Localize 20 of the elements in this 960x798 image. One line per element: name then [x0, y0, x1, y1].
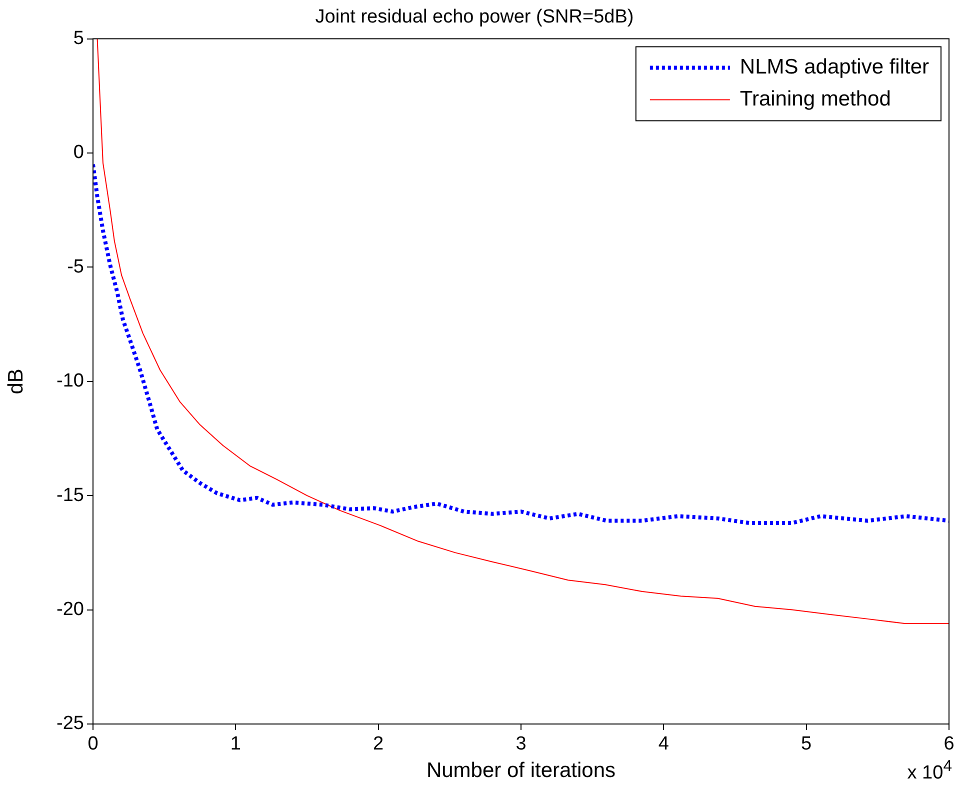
x-tick-label: 2 [373, 734, 384, 755]
legend-label: NLMS adaptive filter [740, 56, 930, 79]
y-axis-title: dB [4, 368, 28, 394]
x-tick-label: 5 [801, 734, 812, 755]
x-tick-label: 3 [516, 734, 526, 755]
text: x 10$^{4}$ [907, 758, 952, 784]
x-tick-label: 1 [230, 734, 241, 755]
x-tick-label: 0 [88, 734, 98, 755]
y-tick-label: 5 [73, 28, 84, 50]
y-tick-label: -5 [67, 256, 84, 278]
chart-title: Joint residual echo power (SNR=5dB) [315, 6, 634, 28]
x-tick-label: 4 [658, 734, 670, 755]
y-tick-label: -20 [56, 599, 84, 620]
y-tick-label: -10 [56, 370, 84, 392]
y-tick-label: 0 [73, 142, 84, 164]
legend-label: Training method [740, 88, 891, 111]
y-tick-label: -25 [56, 713, 84, 734]
x-axis-title: Number of iterations [426, 759, 616, 782]
x-tick-label: 6 [944, 734, 954, 755]
y-tick-label: -15 [56, 484, 84, 506]
